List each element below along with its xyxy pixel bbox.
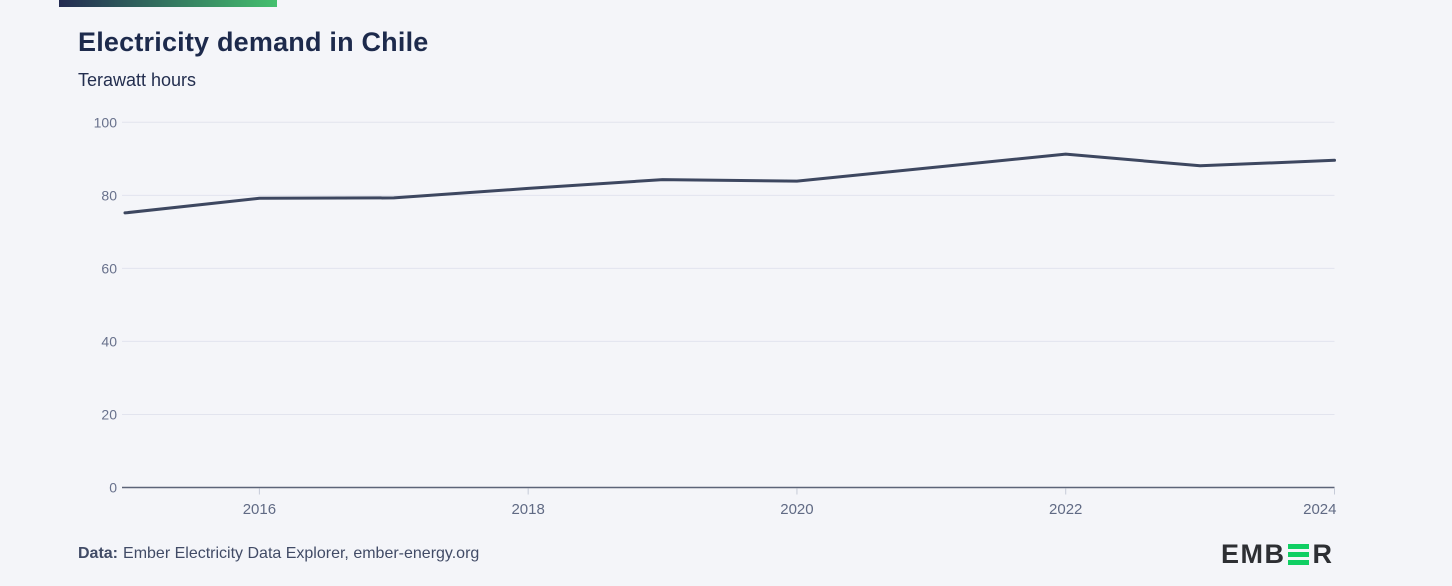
source-text: Ember Electricity Data Explorer, ember-e… <box>123 545 480 562</box>
logo-text-r: R <box>1312 539 1334 569</box>
x-tick-label: 2024 <box>1303 501 1336 518</box>
x-tick-label: 2020 <box>780 501 813 518</box>
y-tick-label: 60 <box>101 260 117 276</box>
ember-green-e-icon <box>1287 544 1309 565</box>
chart-subtitle: Terawatt hours <box>78 70 197 90</box>
source-label: Data: <box>78 545 119 562</box>
x-tick-label: 2022 <box>1049 501 1082 518</box>
brand-accent-bar <box>59 0 277 7</box>
logo-text-emb: EMB <box>1221 539 1286 569</box>
y-tick-label: 80 <box>101 187 117 203</box>
x-tick-label: 2018 <box>511 501 544 518</box>
y-tick-label: 100 <box>94 114 118 130</box>
x-tick-label: 2016 <box>243 501 276 518</box>
y-tick-label: 40 <box>101 333 117 349</box>
chart-title: Electricity demand in Chile <box>78 27 429 57</box>
y-tick-label: 0 <box>109 480 117 496</box>
demand-line-series <box>123 152 1336 215</box>
data-source: Data: Ember Electricity Data Explorer, em… <box>78 545 479 563</box>
y-tick-label: 20 <box>101 406 117 422</box>
ember-logo: EMB R <box>1221 539 1334 570</box>
